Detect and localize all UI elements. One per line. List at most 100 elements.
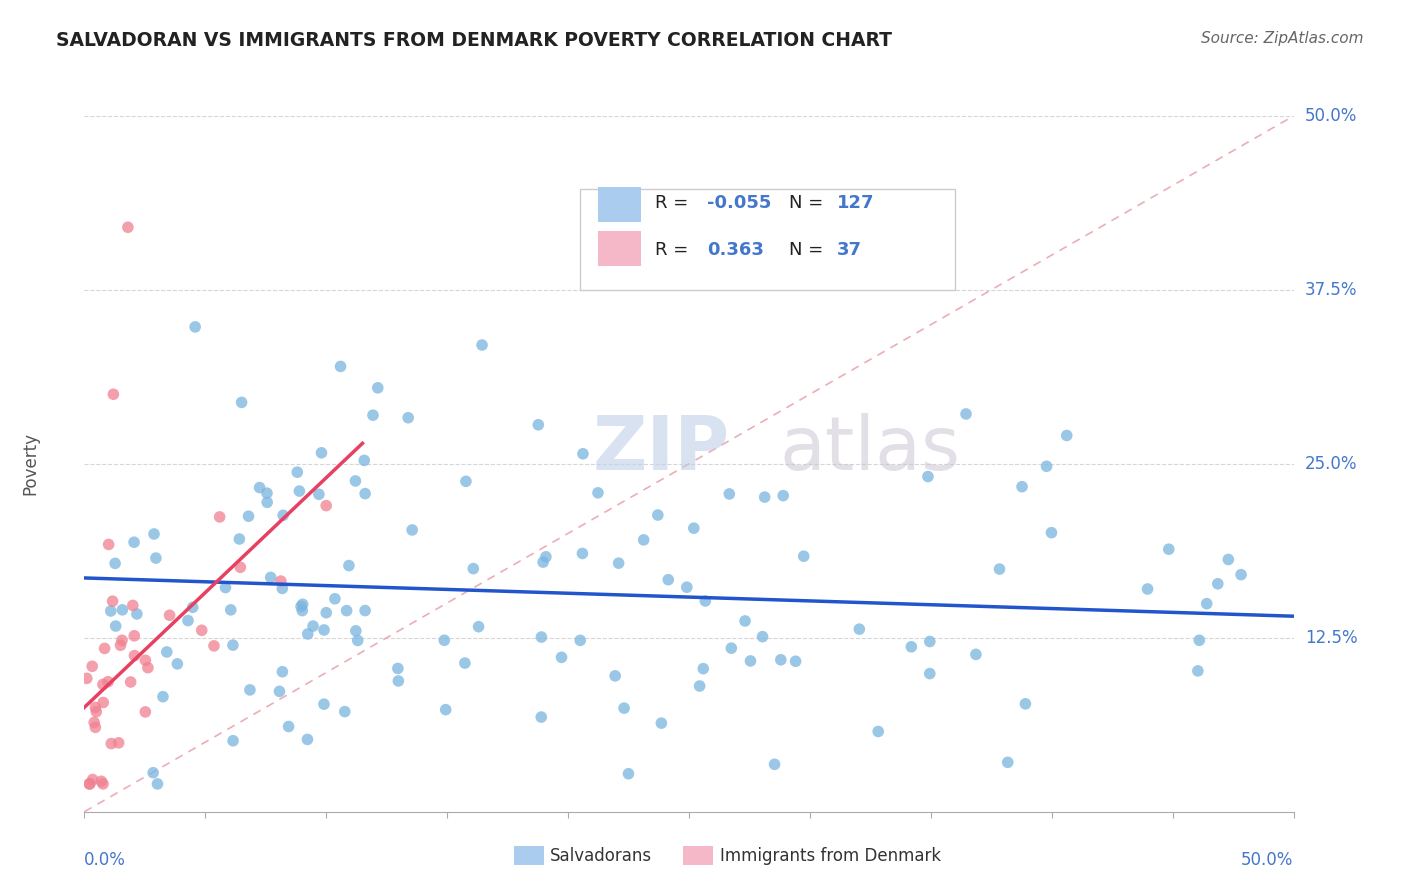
Point xyxy=(202,639,225,653)
Text: 37: 37 xyxy=(837,241,862,260)
Point xyxy=(238,509,260,524)
Point xyxy=(288,484,311,499)
Text: atlas: atlas xyxy=(779,413,960,486)
Text: R =: R = xyxy=(655,241,689,260)
Point xyxy=(104,619,127,633)
Point xyxy=(531,555,554,569)
Point xyxy=(290,599,312,614)
Point xyxy=(134,705,156,719)
Text: SALVADORAN VS IMMIGRANTS FROM DENMARK POVERTY CORRELATION CHART: SALVADORAN VS IMMIGRANTS FROM DENMARK PO… xyxy=(56,31,893,50)
Point xyxy=(285,465,308,479)
Point xyxy=(1035,459,1057,474)
Point xyxy=(297,732,319,747)
Point xyxy=(159,608,181,623)
FancyBboxPatch shape xyxy=(513,846,544,865)
Text: 0.0%: 0.0% xyxy=(84,851,127,869)
Point xyxy=(271,508,294,523)
Point xyxy=(530,630,553,644)
Point xyxy=(143,527,166,541)
Point xyxy=(117,220,139,235)
Point xyxy=(271,665,294,679)
Point xyxy=(868,724,890,739)
Point xyxy=(734,614,756,628)
Text: 25.0%: 25.0% xyxy=(1305,455,1357,473)
Point xyxy=(344,474,367,488)
Point xyxy=(311,446,333,460)
Point xyxy=(77,777,100,791)
Point xyxy=(605,669,627,683)
Point xyxy=(156,645,179,659)
Point xyxy=(1218,552,1240,566)
Point xyxy=(769,653,792,667)
Point xyxy=(682,521,704,535)
Point xyxy=(315,606,337,620)
Point xyxy=(329,359,352,374)
Point xyxy=(84,700,107,714)
Text: 12.5%: 12.5% xyxy=(1305,629,1357,647)
Point xyxy=(530,710,553,724)
Point xyxy=(323,591,346,606)
Point xyxy=(754,490,776,504)
FancyBboxPatch shape xyxy=(683,846,713,865)
Point xyxy=(793,549,815,564)
Point xyxy=(617,766,640,780)
Text: N =: N = xyxy=(789,241,824,260)
Point xyxy=(1011,480,1033,494)
Point xyxy=(219,603,242,617)
Point xyxy=(387,673,409,688)
Point xyxy=(208,509,231,524)
Point xyxy=(354,603,377,617)
Point xyxy=(550,650,572,665)
Point xyxy=(121,599,143,613)
Point xyxy=(136,661,159,675)
Point xyxy=(146,777,169,791)
Point xyxy=(214,581,236,595)
FancyBboxPatch shape xyxy=(599,187,641,222)
Point xyxy=(93,641,115,656)
Point xyxy=(997,756,1019,770)
Text: ZIP: ZIP xyxy=(592,413,730,486)
Point xyxy=(1040,525,1063,540)
Point xyxy=(291,604,314,618)
Text: N =: N = xyxy=(789,194,824,212)
Point xyxy=(134,653,156,667)
Point xyxy=(111,633,134,648)
Point xyxy=(1014,697,1036,711)
Text: 50.0%: 50.0% xyxy=(1305,107,1357,125)
Point xyxy=(633,533,655,547)
Point xyxy=(79,777,101,791)
Point xyxy=(111,603,134,617)
Text: 0.363: 0.363 xyxy=(707,241,763,260)
Point xyxy=(110,638,132,652)
Point xyxy=(84,720,107,734)
Point xyxy=(103,387,125,401)
Point xyxy=(785,654,807,668)
Point xyxy=(988,562,1011,576)
Point xyxy=(569,633,592,648)
Point xyxy=(277,719,299,733)
Point xyxy=(100,737,122,751)
Point xyxy=(955,407,977,421)
Point xyxy=(101,594,124,608)
Text: 127: 127 xyxy=(837,194,875,212)
Point xyxy=(692,662,714,676)
Point xyxy=(82,659,104,673)
Point xyxy=(1188,633,1211,648)
Text: Salvadorans: Salvadorans xyxy=(550,847,652,864)
Point xyxy=(97,537,120,551)
Point xyxy=(337,558,360,573)
Point xyxy=(312,623,335,637)
Text: R =: R = xyxy=(655,194,689,212)
Point xyxy=(145,551,167,566)
Text: 37.5%: 37.5% xyxy=(1305,281,1357,299)
Point xyxy=(454,475,477,489)
Point xyxy=(231,395,253,409)
Point xyxy=(86,705,108,719)
Point xyxy=(269,684,291,698)
Point xyxy=(463,561,485,575)
Point xyxy=(1056,428,1078,442)
Point xyxy=(271,582,294,596)
Point xyxy=(718,487,741,501)
Point xyxy=(82,772,104,787)
Point xyxy=(751,630,773,644)
